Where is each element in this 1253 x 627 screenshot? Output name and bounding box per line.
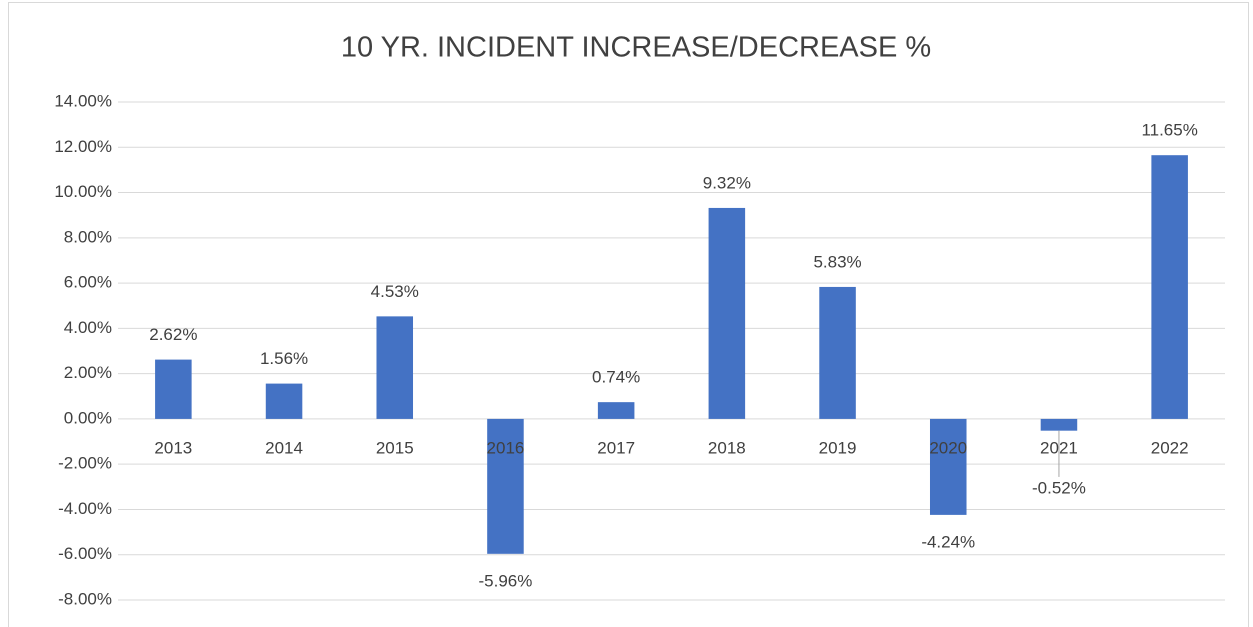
bar (597, 402, 635, 419)
y-tick-label: 8.00% (64, 227, 112, 246)
y-tick-label: 10.00% (54, 182, 112, 201)
x-tick-label: 2013 (154, 438, 192, 457)
bar (708, 207, 746, 419)
y-tick-label: 14.00% (54, 91, 112, 110)
x-tick-label: 2017 (597, 438, 635, 457)
y-tick-label: 2.00% (64, 363, 112, 382)
bar (265, 383, 303, 419)
x-tick-label: 2015 (376, 438, 414, 457)
value-label: 11.65% (1141, 121, 1197, 140)
x-tick-label: 2019 (819, 438, 857, 457)
y-tick-label: 12.00% (54, 137, 112, 156)
value-label: -5.96% (479, 571, 533, 590)
bar (376, 316, 414, 419)
y-tick-label: -8.00% (58, 589, 112, 608)
value-label: 4.53% (371, 282, 419, 301)
y-tick-label: 0.00% (64, 408, 112, 427)
value-label: 9.32% (703, 173, 751, 192)
bar (1040, 418, 1078, 431)
value-label: -4.24% (921, 532, 975, 551)
x-tick-label: 2014 (265, 438, 303, 457)
x-tick-label: 2016 (487, 438, 525, 457)
bar (929, 418, 967, 515)
value-label: 1.56% (260, 349, 308, 368)
chart-frame (8, 2, 1249, 627)
y-tick-label: -4.00% (58, 499, 112, 518)
y-tick-label: 4.00% (64, 318, 112, 337)
bar (155, 359, 192, 419)
value-label: -0.52% (1032, 478, 1086, 497)
value-label: 2.62% (149, 325, 197, 344)
x-tick-label: 2022 (1151, 438, 1189, 457)
value-label: 5.83% (813, 252, 861, 271)
x-tick-label: 2020 (929, 438, 967, 457)
bar (1151, 155, 1188, 419)
y-tick-label: 6.00% (64, 273, 112, 292)
chart-title: 10 YR. INCIDENT INCREASE/DECREASE % (341, 32, 931, 64)
value-label: 0.74% (592, 368, 640, 387)
y-tick-label: -6.00% (58, 544, 112, 563)
bar (487, 418, 524, 554)
bar (819, 286, 856, 419)
y-tick-label: -2.00% (58, 454, 112, 473)
x-tick-label: 2018 (708, 438, 746, 457)
